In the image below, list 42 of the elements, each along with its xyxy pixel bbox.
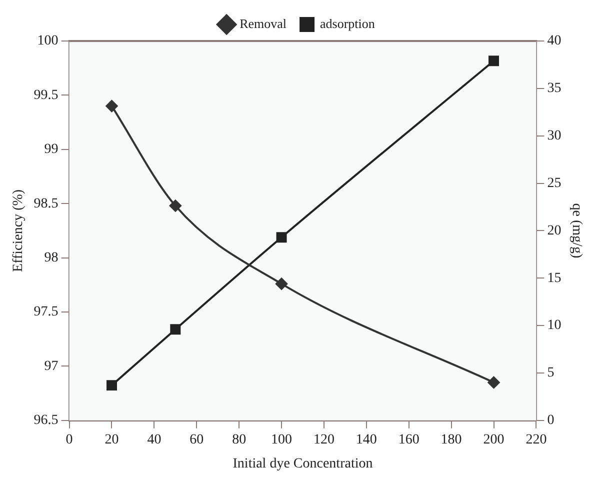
y2-tick-label: 20 bbox=[547, 223, 562, 238]
point bbox=[276, 278, 288, 290]
y-tick-label: 96.5 bbox=[34, 413, 58, 428]
x-tick-label: 160 bbox=[398, 432, 420, 448]
y-axis-title: Efficiency (%) bbox=[11, 189, 26, 272]
x-tick-label: 140 bbox=[356, 432, 377, 448]
x-axis-title: Initial dye Concentration bbox=[232, 456, 373, 472]
x-tick-label: 120 bbox=[313, 432, 334, 448]
x-tick-label: 40 bbox=[147, 432, 162, 448]
y-tick-label: 100 bbox=[37, 34, 58, 49]
x-tick-label: 220 bbox=[526, 432, 547, 448]
y-tick-label: 99 bbox=[44, 142, 58, 158]
y2-tick-label: 35 bbox=[547, 81, 562, 96]
legend-label: adsorption bbox=[320, 16, 376, 31]
y2-tick-label: 15 bbox=[547, 270, 562, 286]
x-tick-label: 0 bbox=[66, 432, 73, 448]
point bbox=[106, 100, 118, 112]
y-tick-label: 97 bbox=[44, 358, 58, 374]
y-tick-label: 98 bbox=[44, 250, 58, 266]
y2-tick-label: 10 bbox=[547, 318, 562, 334]
point bbox=[276, 232, 287, 243]
y2-tick-label: 40 bbox=[547, 34, 562, 49]
y2-tick-label: 25 bbox=[547, 176, 562, 191]
y2-tick-label: 30 bbox=[547, 128, 562, 144]
y-tick-label: 98.5 bbox=[34, 196, 58, 212]
y2-axis-title: qe (mg/g) bbox=[568, 203, 584, 258]
y2-tick-label: 5 bbox=[547, 366, 554, 381]
x-tick-label: 180 bbox=[440, 432, 462, 448]
y-tick-label: 99.5 bbox=[34, 88, 58, 103]
y2-tick-label: 0 bbox=[547, 413, 554, 428]
x-tick-label: 20 bbox=[104, 432, 119, 448]
point bbox=[169, 200, 182, 212]
point bbox=[170, 324, 181, 335]
y-tick-label: 97.5 bbox=[34, 304, 58, 320]
point bbox=[488, 56, 499, 66]
x-tick-label: 80 bbox=[232, 432, 246, 448]
legend-label: Removal bbox=[240, 16, 287, 31]
x-tick-label: 200 bbox=[483, 432, 504, 448]
point bbox=[106, 380, 117, 391]
point bbox=[488, 376, 500, 388]
x-tick-label: 100 bbox=[271, 432, 292, 448]
x-tick-label: 60 bbox=[190, 432, 204, 448]
